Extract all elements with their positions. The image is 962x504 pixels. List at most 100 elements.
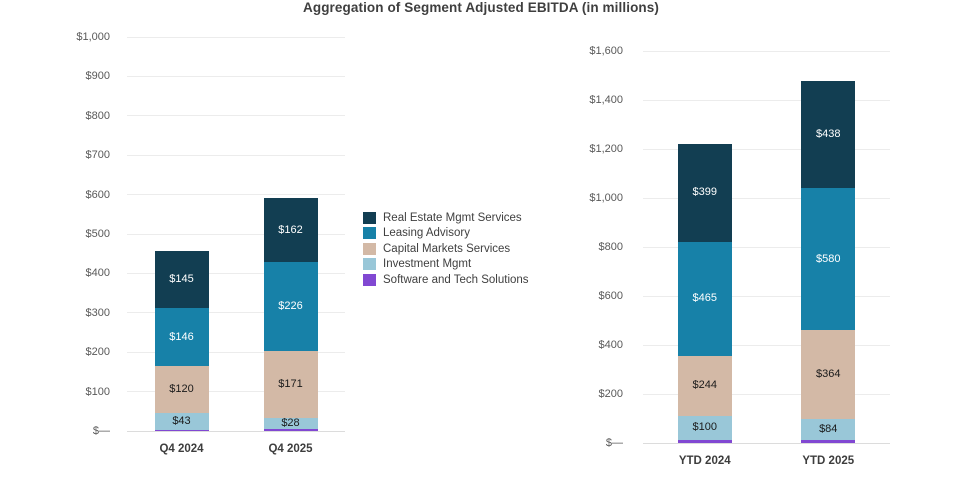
bar-segment: $146 xyxy=(154,308,209,366)
gridline xyxy=(643,148,890,150)
legend-label: Leasing Advisory xyxy=(383,227,470,239)
y-tick-label: $600 xyxy=(85,188,110,201)
x-category-label: Q4 2024 xyxy=(159,443,204,455)
bar-segment-label: $244 xyxy=(692,379,717,392)
bar-segment xyxy=(801,440,856,443)
legend-swatch xyxy=(363,211,376,224)
gridline xyxy=(643,393,890,395)
gridline xyxy=(643,197,890,199)
gridline xyxy=(643,50,890,52)
y-tick-label: $1,000 xyxy=(76,31,110,43)
legend-label: Capital Markets Services xyxy=(383,242,511,255)
bar-segment-label: $465 xyxy=(692,292,717,305)
bar-segment-label: $146 xyxy=(169,330,194,343)
gridline xyxy=(127,272,345,274)
y-tick-label: $900 xyxy=(85,70,110,83)
legend-swatch xyxy=(363,242,376,255)
gridline xyxy=(127,233,345,235)
y-tick-label: $400 xyxy=(598,339,623,351)
gridline xyxy=(643,344,890,346)
bar-segment-label: $43 xyxy=(172,415,191,428)
bar-segment xyxy=(263,429,318,431)
bar-segment-label: $580 xyxy=(816,252,841,265)
gridline xyxy=(127,351,345,353)
legend-label: Investment Mgmt xyxy=(383,258,472,270)
bar-segment-label: $226 xyxy=(278,299,303,312)
gridline xyxy=(127,312,345,314)
legend: Real Estate Mgmt Services Leasing Advisor… xyxy=(363,210,529,288)
gridline xyxy=(127,391,345,393)
gridline xyxy=(127,194,345,196)
y-tick-label: $800 xyxy=(85,109,110,122)
y-tick-label: $1,200 xyxy=(589,143,623,155)
bar-segment: $438 xyxy=(801,80,856,189)
y-tick-label: $700 xyxy=(85,149,110,162)
legend-item: Software and Tech Solutions xyxy=(363,272,529,287)
bar-segment-label: $171 xyxy=(278,378,303,391)
legend-swatch xyxy=(363,227,376,239)
x-category-label: YTD 2024 xyxy=(678,455,731,467)
y-tick-label: $200 xyxy=(598,388,623,400)
x-category-label: YTD 2025 xyxy=(802,455,855,467)
bar-segment: $580 xyxy=(801,188,856,331)
bar-segment: $28 xyxy=(263,417,318,430)
y-tick-label: $200 xyxy=(85,346,110,359)
legend-item: Investment Mgmt xyxy=(363,257,529,272)
x-axis-baseline xyxy=(643,442,890,444)
bar-segment: $84 xyxy=(801,419,856,441)
y-tick-label: $800 xyxy=(598,241,623,253)
bar-segment: $364 xyxy=(801,330,856,420)
gridline xyxy=(127,115,345,117)
legend-item: Capital Markets Services xyxy=(363,241,529,256)
bar-segment: $43 xyxy=(154,413,209,431)
y-tick-label: $600 xyxy=(598,290,623,302)
bar-segment: $162 xyxy=(263,198,318,262)
chart-title: Aggregation of Segment Adjusted EBITDA (… xyxy=(303,0,659,15)
bar-segment: $226 xyxy=(263,261,318,351)
bar-segment: $399 xyxy=(677,144,732,242)
gridline xyxy=(127,75,345,77)
bar-segment xyxy=(154,430,209,431)
bar-segment-label: $438 xyxy=(816,128,841,141)
bar-segment-label: $100 xyxy=(692,421,717,434)
y-tick-label: $100 xyxy=(85,385,110,398)
y-tick-label: $500 xyxy=(85,228,110,240)
gridline xyxy=(643,295,890,297)
bar-segment: $171 xyxy=(263,351,318,419)
bar-segment-label: $120 xyxy=(169,383,194,396)
bar-segment: $465 xyxy=(677,241,732,356)
bar-segment: $244 xyxy=(677,355,732,416)
y-tick-label: $— xyxy=(605,437,623,449)
legend-swatch xyxy=(363,258,376,270)
y-tick-label: $1,600 xyxy=(589,45,623,57)
gridline xyxy=(643,246,890,248)
gridline xyxy=(643,99,890,101)
y-tick-label: $1,400 xyxy=(589,94,623,106)
x-axis-baseline xyxy=(127,430,345,432)
y-tick-label: $1,000 xyxy=(589,192,623,204)
legend-item: Real Estate Mgmt Services xyxy=(363,210,529,225)
bar-segment: $120 xyxy=(154,365,209,414)
legend-swatch xyxy=(363,273,376,286)
bar-segment-label: $28 xyxy=(281,417,300,430)
bar-segment-label: $364 xyxy=(816,368,841,381)
y-tick-label: $— xyxy=(92,425,110,437)
bar-segment xyxy=(677,440,732,443)
y-tick-label: $300 xyxy=(85,306,110,319)
bar-segment: $145 xyxy=(154,251,209,309)
legend-item: Leasing Advisory xyxy=(363,226,529,241)
bar-segment-label: $399 xyxy=(692,186,717,199)
bar-segment-label: $162 xyxy=(278,223,303,236)
legend-label: Real Estate Mgmt Services xyxy=(383,211,522,224)
gridline xyxy=(127,154,345,156)
y-tick-label: $400 xyxy=(85,267,110,280)
bar-segment-label: $145 xyxy=(169,273,194,286)
bar-segment-label: $84 xyxy=(819,423,838,436)
x-category-label: Q4 2025 xyxy=(268,443,313,455)
legend-label: Software and Tech Solutions xyxy=(383,273,529,286)
gridline xyxy=(127,36,345,38)
bar-segment: $100 xyxy=(677,415,732,441)
